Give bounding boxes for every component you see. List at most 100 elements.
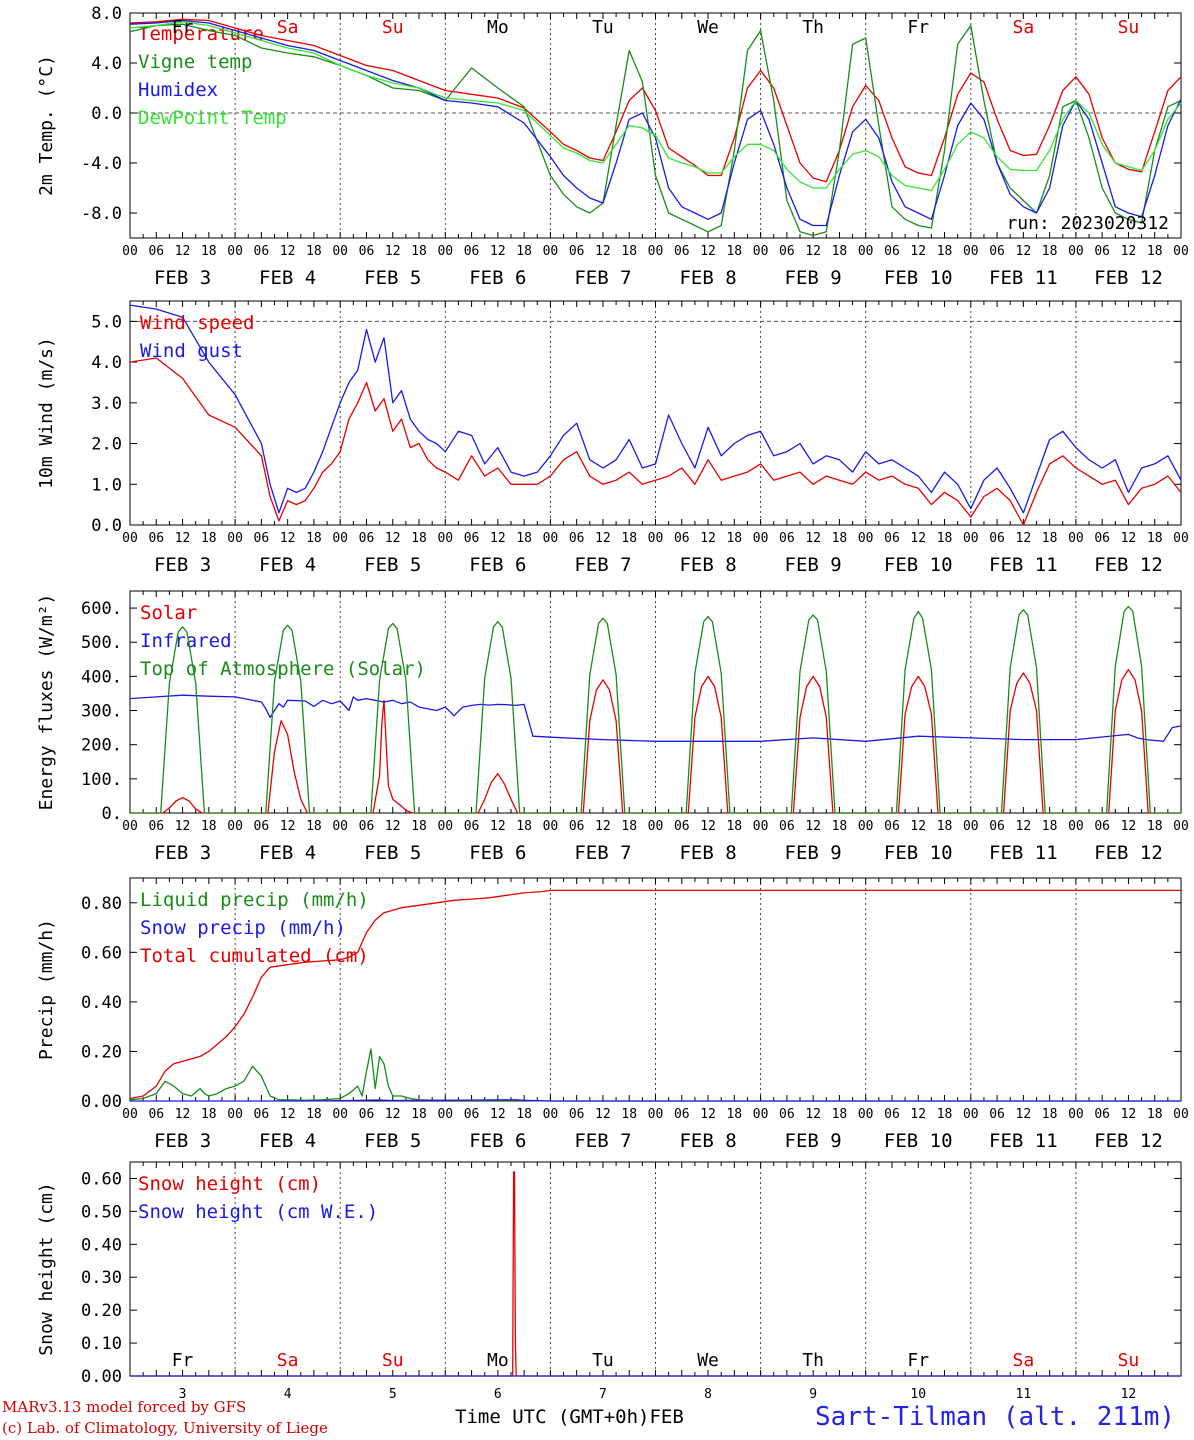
hour-tick-label: 06 <box>1094 244 1110 259</box>
y-tick-label: 0.20 <box>81 1301 122 1321</box>
y-tick-label: 8.0 <box>91 4 122 24</box>
y-tick-label: 2.0 <box>91 435 122 455</box>
date-label: FEB 9 <box>785 267 842 289</box>
hour-tick-label: 12 <box>490 1107 506 1122</box>
series-temperature-0 <box>129 18 1182 183</box>
y-axis-label: Precip (mm/h) <box>36 919 57 1060</box>
weekday-label: Sa <box>277 17 299 38</box>
weekday-label: Fr <box>172 1350 194 1371</box>
hour-tick-label: 12 <box>280 244 296 259</box>
day-number-label: 8 <box>704 1387 712 1402</box>
hour-tick-label: 06 <box>989 244 1005 259</box>
hour-tick-label: 18 <box>726 244 742 259</box>
day-number-label: 12 <box>1121 1387 1137 1402</box>
weekday-label: Mo <box>487 17 509 38</box>
day-number-label: 5 <box>389 1387 397 1402</box>
weekday-label: Th <box>802 1350 824 1371</box>
hour-tick-label: 00 <box>437 244 453 259</box>
day-number-label: 7 <box>599 1387 607 1402</box>
hour-tick-label: 18 <box>726 819 742 834</box>
day-number-label: 3 <box>179 1387 187 1402</box>
y-axis-label: Energy fluxes (W/m²) <box>36 594 57 811</box>
hour-tick-label: 00 <box>122 1107 138 1122</box>
hour-tick-label: 06 <box>1094 819 1110 834</box>
y-tick-label: -4.0 <box>81 154 122 174</box>
series-temperature-3 <box>129 21 1182 192</box>
hour-tick-label: 18 <box>937 531 953 546</box>
hour-tick-label: 18 <box>516 244 532 259</box>
y-tick-label: 0. <box>102 804 122 824</box>
y-tick-label: -8.0 <box>81 204 122 224</box>
series-energy-0 <box>130 668 1181 814</box>
hour-tick-label: 12 <box>1016 1107 1032 1122</box>
day-number-label: 6 <box>494 1387 502 1402</box>
hour-tick-label: 12 <box>385 531 401 546</box>
hour-tick-label: 12 <box>595 819 611 834</box>
date-label: FEB 8 <box>679 842 736 864</box>
day-number-label: 11 <box>1016 1387 1032 1402</box>
hour-tick-label: 00 <box>963 531 979 546</box>
weekday-label: Th <box>802 17 824 38</box>
hour-tick-label: 06 <box>674 819 690 834</box>
hour-tick-label: 06 <box>1094 531 1110 546</box>
date-label: FEB 7 <box>574 267 631 289</box>
hour-tick-label: 00 <box>648 531 664 546</box>
hour-tick-label: 18 <box>411 531 427 546</box>
y-tick-label: 3.0 <box>91 394 122 414</box>
y-tick-label: 300. <box>81 702 122 722</box>
hour-tick-label: 18 <box>306 531 322 546</box>
weekday-label: Sa <box>1013 17 1035 38</box>
hour-tick-label: 12 <box>175 819 191 834</box>
hour-tick-label: 06 <box>359 244 375 259</box>
hour-tick-label: 06 <box>779 244 795 259</box>
hour-tick-label: 12 <box>700 1107 716 1122</box>
x-axis-title-text: Time UTC (GMT+0h) <box>455 1406 650 1428</box>
hour-tick-label: 06 <box>779 1107 795 1122</box>
legend-entry: Solar <box>140 602 197 624</box>
weekday-label: Su <box>1118 1350 1140 1371</box>
hour-tick-label: 12 <box>385 244 401 259</box>
hour-tick-label: 06 <box>148 244 164 259</box>
run-label: run: 2023020312 <box>1006 213 1169 234</box>
hour-tick-label: 18 <box>937 244 953 259</box>
hour-tick-label: 18 <box>306 244 322 259</box>
weekday-label: Fr <box>907 1350 929 1371</box>
y-tick-label: 0.40 <box>81 993 122 1013</box>
date-label: FEB 8 <box>679 267 736 289</box>
hour-tick-label: 06 <box>359 1107 375 1122</box>
hour-tick-label: 18 <box>1042 244 1058 259</box>
date-label: FEB 7 <box>574 554 631 576</box>
hour-tick-label: 18 <box>1147 531 1163 546</box>
date-label: FEB 4 <box>259 842 316 864</box>
hour-tick-label: 06 <box>254 819 270 834</box>
hour-tick-label: 18 <box>201 531 217 546</box>
hour-tick-label: 18 <box>1042 1107 1058 1122</box>
hour-tick-label: 12 <box>490 819 506 834</box>
hour-tick-label: 18 <box>1147 1107 1163 1122</box>
hour-tick-label: 06 <box>359 819 375 834</box>
hour-tick-label: 18 <box>306 1107 322 1122</box>
hour-tick-label: 00 <box>1173 819 1189 834</box>
y-tick-label: 0.20 <box>81 1042 122 1062</box>
day-number-label: 4 <box>284 1387 292 1402</box>
hour-tick-label: 00 <box>1173 244 1189 259</box>
hour-tick-label: 00 <box>648 1107 664 1122</box>
hour-tick-label: 12 <box>1121 531 1137 546</box>
hour-tick-label: 00 <box>543 819 559 834</box>
hour-tick-label: 12 <box>280 531 296 546</box>
hour-tick-label: 00 <box>648 244 664 259</box>
legend-entry: DewPoint Temp <box>138 107 287 129</box>
series-precip-1 <box>130 1099 1181 1102</box>
hour-tick-label: 00 <box>332 819 348 834</box>
date-label: FEB 4 <box>259 1130 316 1152</box>
hour-tick-label: 06 <box>254 1107 270 1122</box>
weekday-label: Mo <box>487 1350 509 1371</box>
hour-tick-label: 06 <box>569 531 585 546</box>
series-precip-2 <box>129 889 1181 1100</box>
hour-tick-label: 12 <box>280 1107 296 1122</box>
legend-entry: Liquid precip (mm/h) <box>140 889 369 911</box>
hour-tick-label: 18 <box>201 1107 217 1122</box>
date-label: FEB 7 <box>574 842 631 864</box>
hour-tick-label: 12 <box>805 531 821 546</box>
